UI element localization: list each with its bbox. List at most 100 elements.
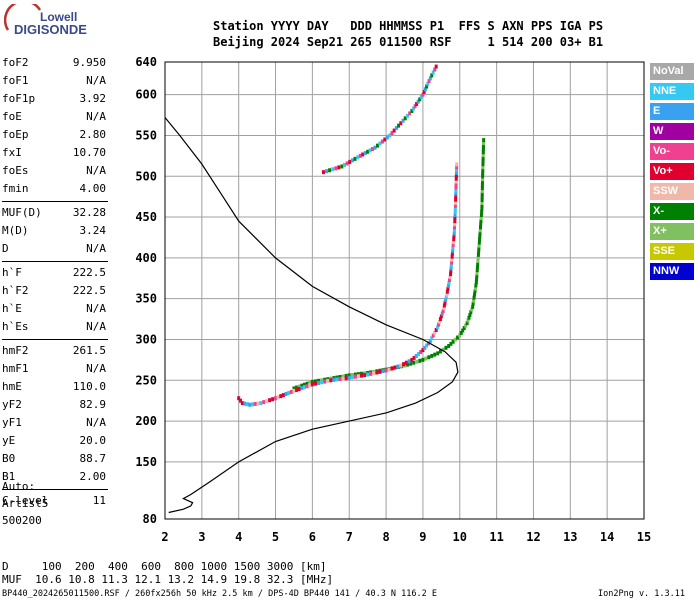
param-row: foEs N/A [2, 164, 106, 178]
x-mode-echo [444, 345, 448, 350]
multihop-echo [418, 97, 422, 102]
legend-item: NNW [650, 263, 694, 280]
x-mode-echo [421, 357, 425, 362]
multihop-echo [405, 113, 409, 118]
o-mode-echo [262, 400, 266, 405]
o-mode-echo [265, 399, 269, 404]
x-mode-echo [480, 189, 484, 194]
x-mode-echo [308, 380, 312, 385]
x-mode-echo [472, 295, 476, 300]
x-mode-echo [476, 265, 480, 270]
x-mode-echo [453, 337, 457, 342]
x-mode-echo [481, 174, 485, 179]
o-mode-echo [450, 257, 454, 262]
o-mode-echo [360, 373, 364, 378]
x-mode-echo [341, 374, 345, 379]
param-row: B1 2.00 [2, 470, 106, 484]
param-value: N/A [86, 362, 106, 375]
o-mode-echo [439, 314, 443, 319]
x-mode-echo [481, 147, 485, 152]
o-mode-echo [448, 278, 452, 283]
o-mode-echo [378, 369, 382, 374]
o-mode-echo [243, 401, 247, 406]
x-mode-echo [464, 323, 468, 328]
electron-density-profile [164, 117, 459, 514]
param-row: foEp 2.80 [2, 128, 106, 142]
multihop-echo [368, 148, 372, 153]
o-mode-echo [453, 222, 457, 227]
y-tick-label: 80 [143, 512, 157, 526]
x-mode-echo [458, 333, 462, 338]
o-mode-echo [423, 345, 427, 350]
o-mode-echo [281, 393, 285, 398]
param-name: B1 [2, 470, 16, 483]
o-mode-echo [446, 286, 450, 291]
param-value: 3.92 [79, 92, 107, 105]
o-mode-echo [453, 213, 457, 218]
o-mode-echo [289, 389, 293, 394]
param-value: N/A [86, 74, 106, 87]
multihop-echo [345, 161, 349, 166]
x-mode-echo [305, 381, 309, 386]
o-mode-echo [454, 194, 458, 199]
o-mode-echo [419, 350, 423, 355]
o-mode-echo [410, 357, 414, 362]
o-mode-echo [454, 176, 458, 181]
o-mode-echo [428, 339, 432, 344]
x-mode-echo [481, 153, 485, 158]
x-mode-echo [427, 355, 431, 360]
multihop-echo [342, 162, 346, 167]
x-mode-echo [471, 304, 475, 309]
param-row: h`E N/A [2, 302, 106, 316]
param-name: foEs [2, 164, 29, 177]
o-mode-echo [451, 245, 455, 250]
o-mode-echo [454, 170, 458, 175]
o-mode-echo [453, 203, 457, 208]
artist-version: Artist5 [2, 497, 49, 510]
param-row: h`Es N/A [2, 320, 106, 334]
x-mode-echo [477, 249, 481, 254]
o-mode-echo [437, 322, 441, 327]
x-mode-echo [468, 312, 472, 317]
x-mode-echo [481, 168, 485, 173]
o-mode-echo [305, 384, 309, 389]
param-name: MUF(D) [2, 206, 42, 219]
multihop-echo [390, 130, 394, 135]
multihop-echo [356, 155, 360, 160]
x-mode-echo [347, 373, 351, 378]
o-mode-echo [454, 191, 458, 196]
x-mode-echo [480, 195, 484, 200]
x-mode-echo [356, 372, 360, 377]
multihop-echo [416, 99, 420, 104]
multihop-echo [427, 79, 431, 84]
x-mode-echo [480, 197, 484, 202]
multihop-echo [350, 158, 354, 163]
x-mode-echo [476, 261, 480, 266]
multihop-echo [375, 143, 379, 148]
multihop-echo [423, 87, 427, 92]
y-tick-label: 640 [135, 55, 157, 69]
multihop-echo [403, 116, 407, 121]
param-name: fxI [2, 146, 22, 159]
o-mode-echo [393, 365, 397, 370]
x-tick-label: 8 [382, 530, 389, 544]
param-value: 88.7 [79, 452, 107, 465]
multihop-echo [378, 141, 382, 146]
param-row: fmin 4.00 [2, 182, 106, 196]
y-tick-label: 150 [135, 455, 157, 469]
x-mode-echo [482, 138, 486, 143]
param-value: 261.5 [72, 344, 106, 357]
o-mode-echo [341, 376, 345, 381]
param-name: fmin [2, 182, 29, 195]
o-mode-echo [452, 228, 456, 233]
y-tick-label: 600 [135, 88, 157, 102]
o-mode-echo [338, 377, 342, 382]
x-mode-echo [478, 228, 482, 233]
multihop-echo [419, 94, 423, 99]
param-separator [2, 261, 108, 262]
param-row: yF2 82.9 [2, 398, 106, 412]
o-mode-echo [302, 385, 306, 390]
auto-label: Auto: [2, 480, 36, 493]
o-mode-echo [454, 188, 458, 193]
x-mode-echo [409, 361, 413, 366]
